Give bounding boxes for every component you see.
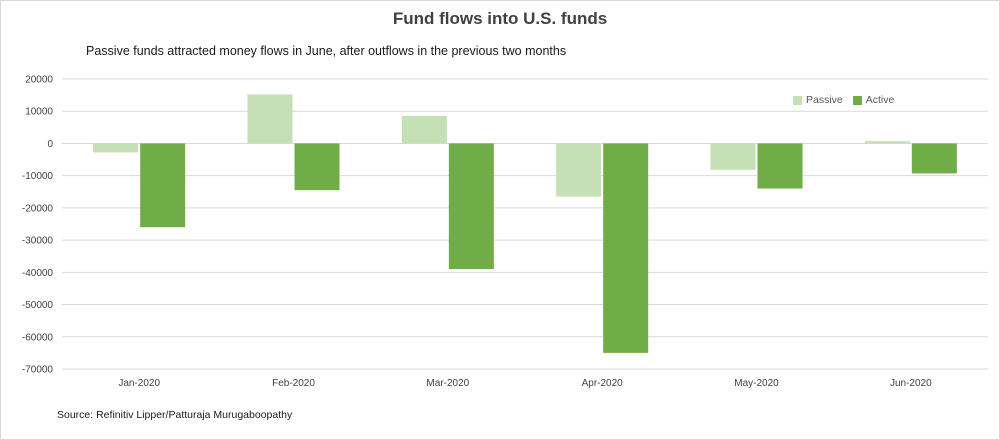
bar-active-jun-2020 <box>911 143 957 174</box>
source-note: Source: Refinitiv Lipper/Patturaja Murug… <box>57 409 293 421</box>
legend-item-active: Active <box>852 94 895 106</box>
x-tick-label: Feb-2020 <box>272 378 315 389</box>
chart-subtitle: Passive funds attracted money flows in J… <box>86 44 567 58</box>
y-tick-label: -60000 <box>22 332 54 343</box>
bar-passive-jun-2020 <box>864 141 910 144</box>
y-tick-label: -40000 <box>22 268 54 279</box>
bars <box>93 94 957 353</box>
bar-passive-jan-2020 <box>93 143 139 153</box>
chart-title: Fund flows into U.S. funds <box>392 9 608 28</box>
legend-item-passive: Passive <box>793 94 843 106</box>
bar-passive-apr-2020 <box>556 143 602 197</box>
bar-passive-mar-2020 <box>401 116 447 144</box>
y-tick-label: 0 <box>47 139 53 150</box>
y-axis-ticks: 20000 10000 0 -10000 -20000 -30000 -40000 -5000… <box>22 75 54 376</box>
y-tick-label: -50000 <box>22 300 54 311</box>
bar-active-jan-2020 <box>140 143 186 228</box>
legend-label-active: Active <box>865 94 895 106</box>
legend-swatch-passive <box>793 95 802 105</box>
x-tick-label: Mar-2020 <box>426 378 469 389</box>
y-tick-label: 10000 <box>25 107 53 118</box>
bar-active-mar-2020 <box>448 143 494 270</box>
x-tick-label: May-2020 <box>734 378 779 389</box>
bar-active-may-2020 <box>757 143 803 189</box>
x-tick-label: Apr-2020 <box>582 378 624 389</box>
x-tick-label: Jan-2020 <box>118 378 160 389</box>
legend: Passive Active <box>793 94 904 106</box>
bar-passive-feb-2020 <box>247 94 293 144</box>
bar-active-apr-2020 <box>603 143 649 353</box>
y-tick-label: -20000 <box>22 203 54 214</box>
bar-active-feb-2020 <box>294 143 340 191</box>
legend-label-passive: Passive <box>806 94 843 106</box>
y-tick-label: -30000 <box>22 236 54 247</box>
y-tick-label: -70000 <box>22 365 54 376</box>
y-tick-label: 20000 <box>25 75 53 86</box>
gridlines <box>62 78 988 370</box>
bar-passive-may-2020 <box>710 143 756 170</box>
x-tick-label: Jun-2020 <box>890 378 932 389</box>
x-axis-ticks: Jan-2020 Feb-2020 Mar-2020 Apr-2020 May-2020… <box>118 378 932 389</box>
y-tick-label: -10000 <box>22 171 54 182</box>
legend-swatch-active <box>852 95 862 105</box>
